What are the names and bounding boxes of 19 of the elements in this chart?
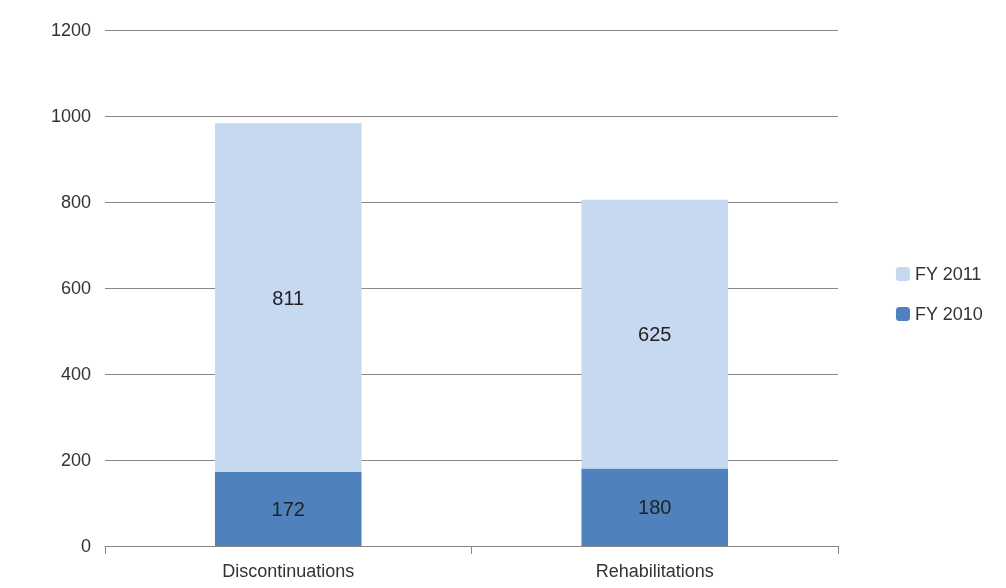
bar (214, 472, 362, 546)
y-tick-label: 0 (80, 536, 91, 556)
y-tick-label: 400 (60, 364, 91, 384)
bar (214, 123, 362, 473)
bar (581, 468, 729, 546)
data-label: 625 (638, 323, 672, 346)
data-label: 811 (272, 286, 305, 309)
data-label: 180 (638, 496, 672, 519)
y-tick-label: 600 (60, 278, 91, 298)
y-tick-label: 1200 (50, 20, 91, 40)
legend-label: FY 2011 (914, 264, 982, 284)
bar (581, 199, 729, 469)
y-tick-label: 200 (60, 450, 91, 470)
y-tick-label: 800 (60, 192, 91, 212)
data-label: 172 (271, 498, 305, 521)
x-tick-label: Discontinuations (222, 561, 355, 581)
x-tick-label: Rehabilitations (595, 561, 714, 581)
legend-label: FY 2010 (914, 304, 983, 324)
y-tick-label: 1000 (50, 106, 91, 126)
